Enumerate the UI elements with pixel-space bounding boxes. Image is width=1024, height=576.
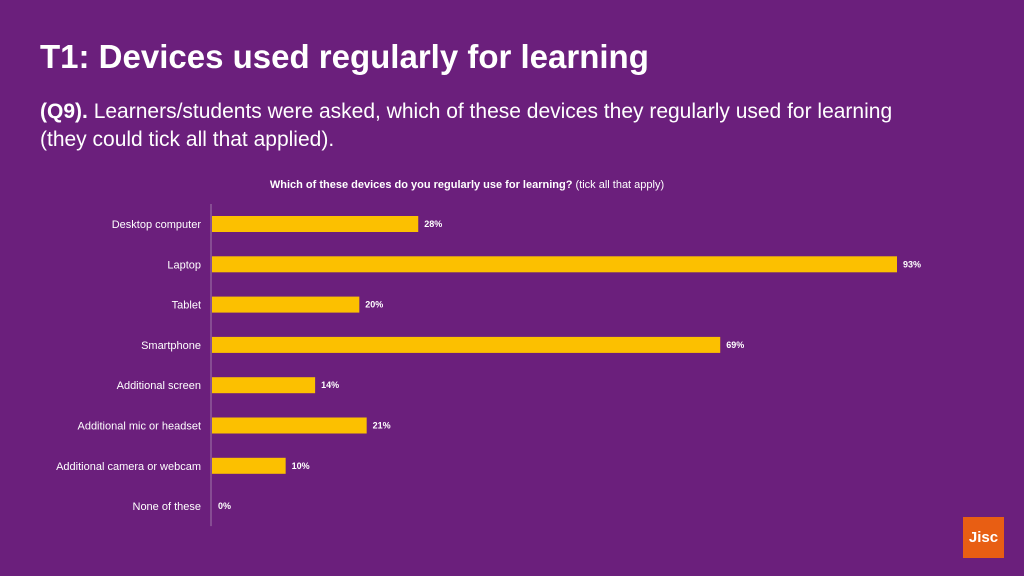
- question-tag: (Q9).: [40, 100, 88, 123]
- data-label: 21%: [373, 421, 391, 431]
- chart-title: Which of these devices do you regularly …: [0, 179, 934, 191]
- chart-title-main: Which of these devices do you regularly …: [269, 179, 573, 191]
- data-label: 20%: [365, 300, 383, 310]
- category-label: Additional screen: [117, 380, 201, 392]
- data-label: 93%: [903, 259, 921, 269]
- page-title: T1: Devices used regularly for learning: [40, 38, 649, 75]
- bar: [212, 216, 419, 232]
- bar: [212, 377, 316, 394]
- jisc-logo: Jisc: [963, 517, 1004, 558]
- bar: [212, 256, 897, 273]
- category-label: Additional camera or webcam: [56, 461, 201, 473]
- chart-title-note: (tick all that apply): [575, 179, 665, 191]
- category-label: Tablet: [172, 300, 201, 312]
- bar: [212, 417, 367, 434]
- category-label: Additional mic or headset: [77, 421, 201, 433]
- bar: [212, 336, 721, 353]
- data-label: 0%: [218, 501, 231, 511]
- category-label: Laptop: [167, 259, 201, 271]
- page-subtitle: (Q9). Learners/students were asked, whic…: [40, 98, 920, 154]
- category-label: Smartphone: [141, 340, 201, 352]
- category-label: None of these: [133, 501, 202, 513]
- data-label: 14%: [321, 380, 339, 390]
- data-label: 28%: [424, 219, 442, 229]
- category-label: Desktop computer: [112, 219, 202, 231]
- bar: [212, 296, 360, 313]
- question-description: Learners/students were asked, which of t…: [40, 100, 893, 151]
- data-label: 10%: [292, 461, 310, 471]
- data-label: 69%: [726, 340, 744, 350]
- bar: [212, 457, 286, 474]
